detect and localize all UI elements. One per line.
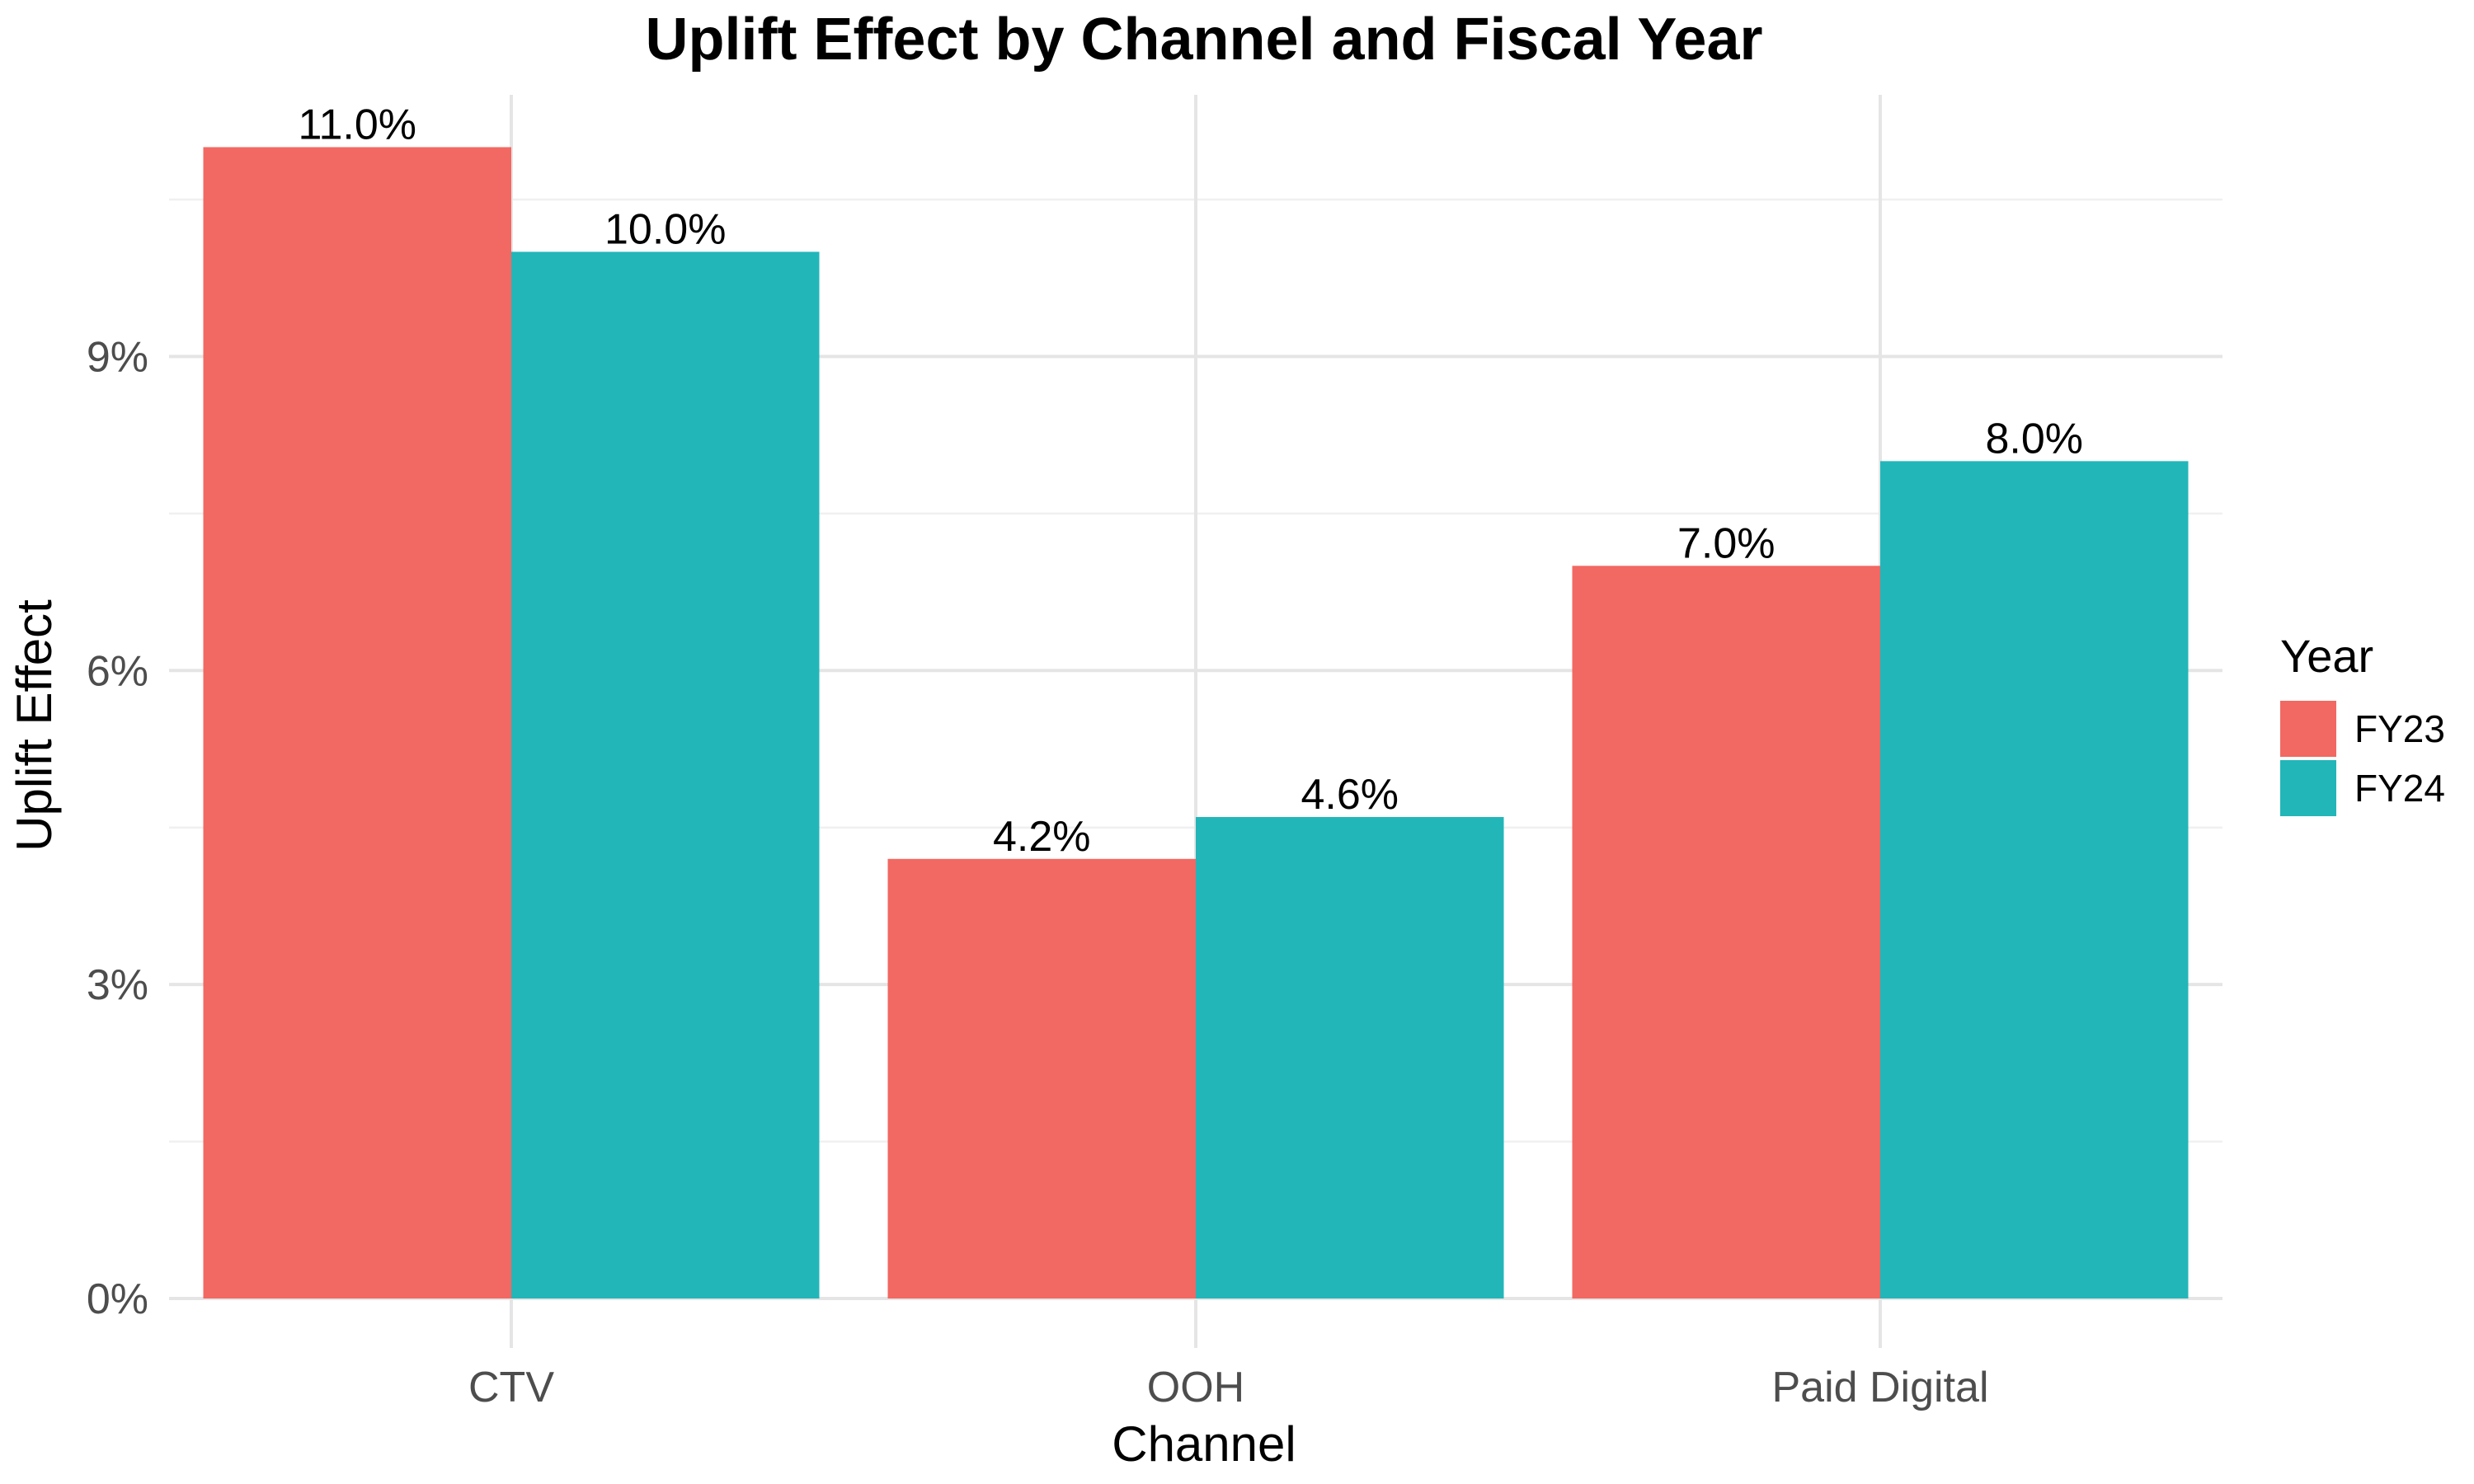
data-label: 10.0%	[604, 205, 726, 253]
y-tick-label: 3%	[87, 961, 148, 1009]
legend-title: Year	[2280, 630, 2373, 682]
data-label: 4.6%	[1300, 771, 1399, 819]
bar-fy23-paid-digital	[1572, 566, 1880, 1298]
data-label: 4.2%	[993, 813, 1091, 861]
legend-label-fy23: FY23	[2354, 707, 2445, 750]
bar-fy24-ooh	[1196, 817, 1504, 1298]
legend-label-fy24: FY24	[2354, 767, 2445, 810]
y-tick-label: 0%	[87, 1275, 148, 1323]
data-label: 8.0%	[1985, 415, 2083, 463]
bar-fy24-paid-digital	[1880, 461, 2189, 1298]
x-tick-label: Paid Digital	[1771, 1364, 1988, 1411]
chart-title: Uplift Effect by Channel and Fiscal Year	[645, 7, 1762, 73]
axes: 0% 3% 6% 9% CTV OOH Paid Digital	[87, 333, 1989, 1411]
x-tick-label: CTV	[468, 1364, 554, 1411]
data-label: 11.0%	[298, 101, 416, 148]
bar-fy23-ctv	[203, 147, 511, 1298]
data-labels: 11.0% 4.2% 7.0% 10.0% 4.6% 8.0%	[298, 101, 2083, 860]
x-axis-title: Channel	[1112, 1416, 1296, 1472]
bars	[203, 147, 2189, 1298]
x-tick-label: OOH	[1147, 1364, 1244, 1411]
y-tick-label: 9%	[87, 333, 148, 381]
y-axis-title: Uplift Effect	[7, 599, 62, 852]
legend: Year FY23 FY24	[2280, 630, 2445, 816]
bar-fy24-ctv	[511, 251, 820, 1298]
data-label: 7.0%	[1677, 519, 1776, 567]
bar-fy23-ooh	[887, 858, 1196, 1298]
legend-swatch-fy23	[2280, 701, 2336, 757]
legend-swatch-fy24	[2280, 760, 2336, 816]
y-tick-label: 6%	[87, 647, 148, 695]
